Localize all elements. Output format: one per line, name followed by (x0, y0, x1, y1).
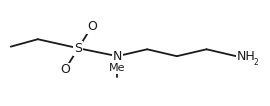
Text: O: O (60, 63, 70, 76)
Text: Me: Me (109, 63, 126, 73)
Text: N: N (113, 50, 122, 63)
Text: NH: NH (236, 50, 255, 63)
Text: O: O (87, 20, 97, 33)
Text: S: S (74, 42, 82, 55)
Text: 2: 2 (254, 58, 259, 67)
